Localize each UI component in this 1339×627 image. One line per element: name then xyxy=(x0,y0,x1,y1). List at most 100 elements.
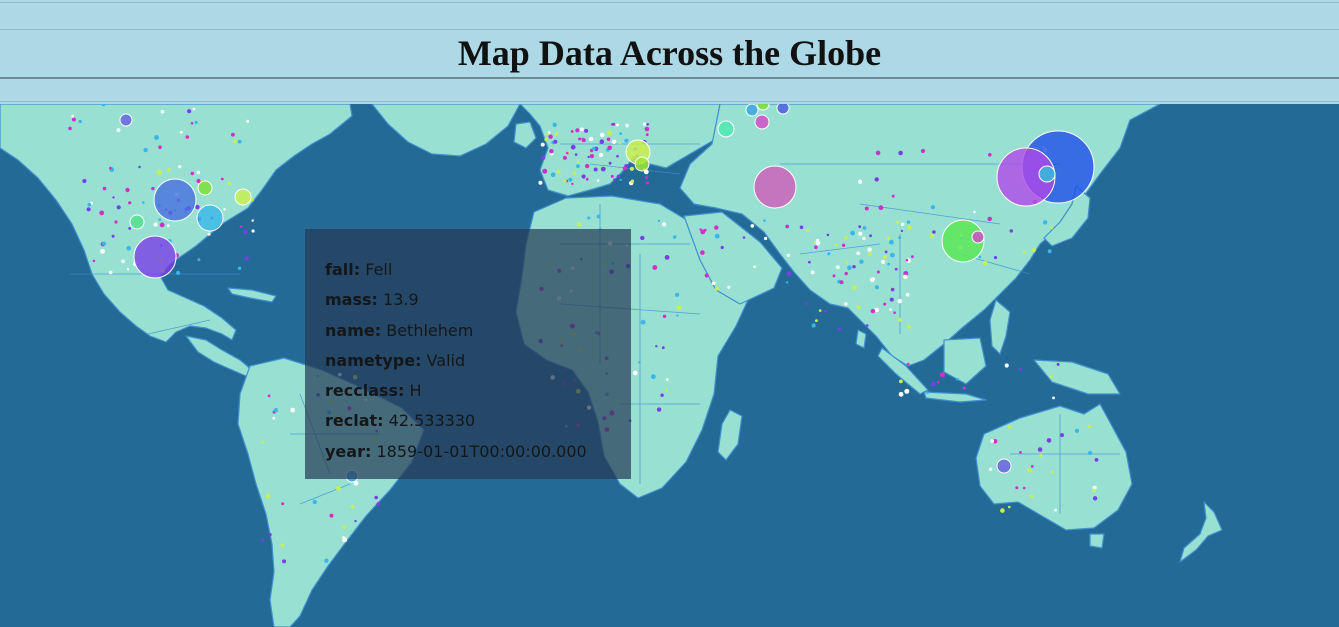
meteorite-marker[interactable] xyxy=(550,172,556,177)
meteorite-marker[interactable] xyxy=(167,168,171,172)
meteorite-marker[interactable] xyxy=(570,130,574,133)
meteorite-marker[interactable] xyxy=(996,458,1012,474)
meteorite-marker[interactable] xyxy=(353,480,359,486)
meteorite-marker[interactable] xyxy=(1031,248,1036,253)
meteorite-marker[interactable] xyxy=(220,177,224,181)
meteorite-marker[interactable] xyxy=(644,126,650,132)
meteorite-marker[interactable] xyxy=(1007,425,1012,429)
meteorite-marker[interactable] xyxy=(937,380,940,384)
meteorite-marker[interactable] xyxy=(640,319,646,325)
meteorite-marker[interactable] xyxy=(903,274,908,279)
meteorite-marker[interactable] xyxy=(890,252,895,258)
meteorite-marker[interactable] xyxy=(1039,453,1043,457)
meteorite-marker[interactable] xyxy=(625,123,629,128)
meteorite-marker[interactable] xyxy=(619,132,622,135)
meteorite-marker[interactable] xyxy=(870,308,876,314)
meteorite-marker[interactable] xyxy=(844,302,848,306)
meteorite-marker[interactable] xyxy=(619,178,622,182)
meteorite-marker[interactable] xyxy=(898,236,902,240)
meteorite-marker[interactable] xyxy=(956,377,959,381)
meteorite-marker[interactable] xyxy=(290,407,296,413)
meteorite-marker[interactable] xyxy=(675,292,680,297)
meteorite-marker[interactable] xyxy=(1027,468,1032,473)
meteorite-marker[interactable] xyxy=(600,166,606,172)
meteorite-marker[interactable] xyxy=(589,154,595,159)
meteorite-marker[interactable] xyxy=(874,177,879,182)
meteorite-marker[interactable] xyxy=(700,229,706,235)
meteorite-marker[interactable] xyxy=(585,177,589,181)
meteorite-marker[interactable] xyxy=(1009,229,1013,233)
meteorite-marker[interactable] xyxy=(556,169,561,174)
meteorite-marker[interactable] xyxy=(1008,505,1011,509)
meteorite-marker[interactable] xyxy=(159,222,165,228)
meteorite-marker[interactable] xyxy=(629,166,635,171)
meteorite-marker[interactable] xyxy=(576,160,580,164)
meteorite-marker[interactable] xyxy=(143,147,148,153)
meteorite-marker[interactable] xyxy=(563,179,567,183)
meteorite-marker[interactable] xyxy=(714,233,720,239)
meteorite-marker[interactable] xyxy=(712,281,716,285)
meteorite-marker[interactable] xyxy=(1037,447,1043,452)
meteorite-marker[interactable] xyxy=(638,361,641,364)
meteorite-marker[interactable] xyxy=(374,495,379,500)
meteorite-marker[interactable] xyxy=(585,163,590,169)
meteorite-marker[interactable] xyxy=(898,391,904,397)
meteorite-marker[interactable] xyxy=(78,119,82,124)
meteorite-marker[interactable] xyxy=(785,224,790,229)
meteorite-marker[interactable] xyxy=(116,205,121,210)
meteorite-marker[interactable] xyxy=(282,559,287,564)
meteorite-marker[interactable] xyxy=(179,131,183,134)
meteorite-marker[interactable] xyxy=(267,394,271,398)
meteorite-marker[interactable] xyxy=(112,196,115,199)
meteorite-marker[interactable] xyxy=(571,182,574,186)
meteorite-marker[interactable] xyxy=(125,187,130,193)
meteorite-marker[interactable] xyxy=(645,176,648,180)
meteorite-marker[interactable] xyxy=(962,386,966,390)
meteorite-marker[interactable] xyxy=(572,171,577,175)
meteorite-marker[interactable] xyxy=(596,214,601,219)
meteorite-marker[interactable] xyxy=(281,502,285,506)
meteorite-marker[interactable] xyxy=(587,216,591,220)
meteorite-marker[interactable] xyxy=(153,178,197,222)
meteorite-marker[interactable] xyxy=(610,174,614,178)
meteorite-marker[interactable] xyxy=(158,218,162,221)
meteorite-marker[interactable] xyxy=(600,132,605,138)
meteorite-marker[interactable] xyxy=(844,236,848,240)
meteorite-marker[interactable] xyxy=(904,388,910,394)
meteorite-marker[interactable] xyxy=(579,127,584,132)
meteorite-marker[interactable] xyxy=(138,165,141,169)
meteorite-marker[interactable] xyxy=(129,214,145,230)
meteorite-marker[interactable] xyxy=(898,150,903,156)
meteorite-marker[interactable] xyxy=(940,372,945,378)
meteorite-marker[interactable] xyxy=(1060,433,1064,438)
meteorite-marker[interactable] xyxy=(342,525,346,529)
meteorite-marker[interactable] xyxy=(786,253,790,258)
meteorite-marker[interactable] xyxy=(87,202,92,207)
meteorite-marker[interactable] xyxy=(661,346,665,350)
meteorite-marker[interactable] xyxy=(753,165,797,209)
meteorite-marker[interactable] xyxy=(197,258,201,262)
meteorite-marker[interactable] xyxy=(329,513,334,518)
meteorite-marker[interactable] xyxy=(227,182,231,186)
meteorite-marker[interactable] xyxy=(889,239,894,245)
meteorite-marker[interactable] xyxy=(841,243,846,247)
meteorite-marker[interactable] xyxy=(194,120,198,125)
meteorite-marker[interactable] xyxy=(763,219,766,222)
meteorite-marker[interactable] xyxy=(195,204,200,210)
meteorite-marker[interactable] xyxy=(1050,470,1054,474)
meteorite-marker[interactable] xyxy=(634,156,650,172)
meteorite-marker[interactable] xyxy=(243,229,248,235)
meteorite-marker[interactable] xyxy=(1000,508,1005,513)
meteorite-marker[interactable] xyxy=(664,255,670,260)
meteorite-marker[interactable] xyxy=(847,265,852,271)
meteorite-marker[interactable] xyxy=(1023,250,1026,254)
meteorite-marker[interactable] xyxy=(354,519,357,523)
meteorite-marker[interactable] xyxy=(814,245,818,249)
meteorite-marker[interactable] xyxy=(574,153,578,156)
meteorite-marker[interactable] xyxy=(810,270,815,275)
meteorite-marker[interactable] xyxy=(272,416,276,420)
meteorite-marker[interactable] xyxy=(102,186,107,191)
meteorite-marker[interactable] xyxy=(111,234,115,238)
meteorite-marker[interactable] xyxy=(1092,496,1098,501)
meteorite-marker[interactable] xyxy=(1056,362,1060,366)
